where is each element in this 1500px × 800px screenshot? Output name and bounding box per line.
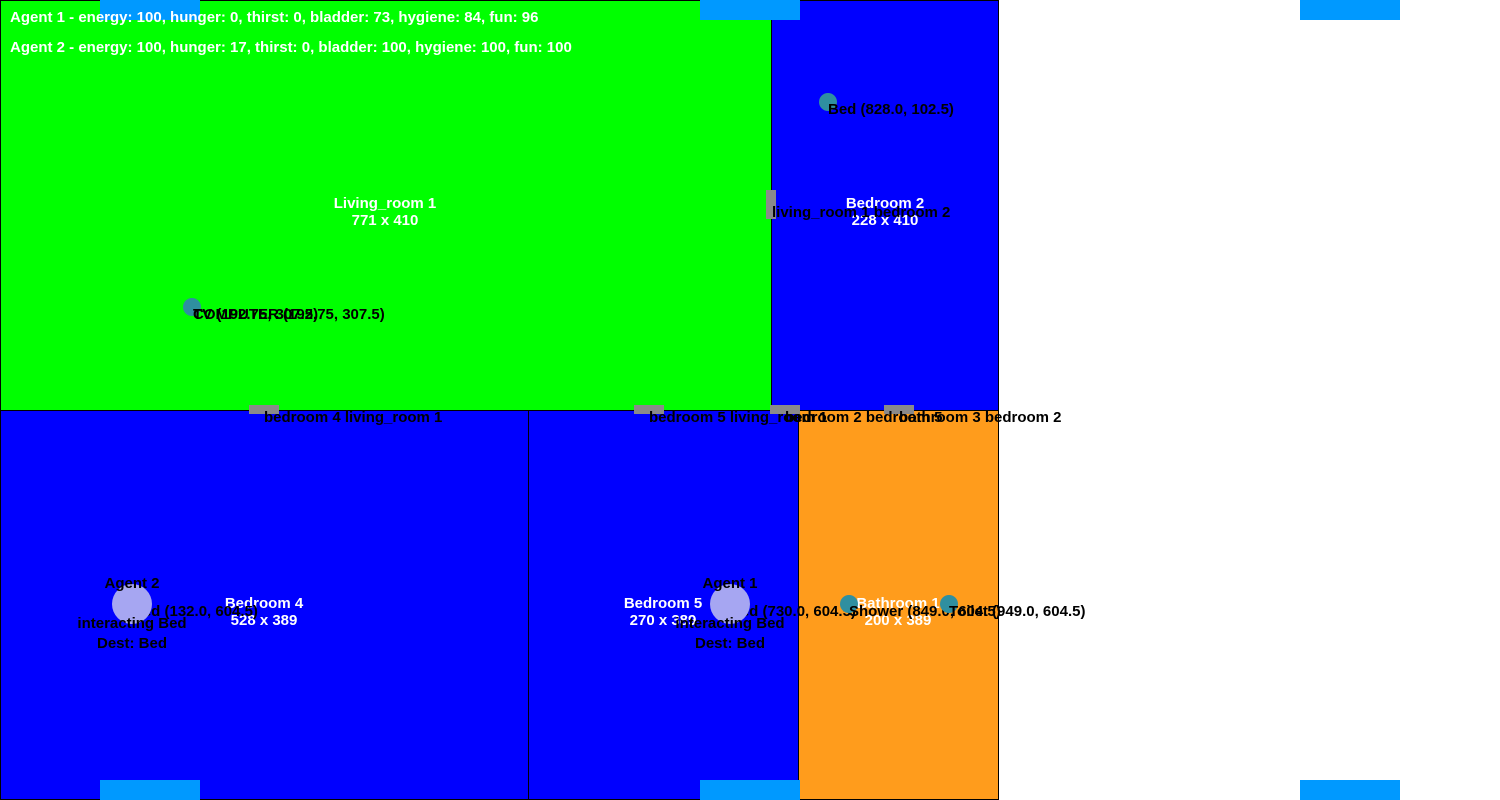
agent-2-status: Agent 2 - energy: 100, hunger: 17, thirs… [10,39,572,56]
door-bedroom-5-living-room [634,405,664,414]
agent-2-name: Agent 2 [104,575,160,592]
room-bedroom-5 [528,410,799,800]
object-label-bed-bedroom-5: Bed (730.0, 604.5) [730,603,856,620]
marker-bottom-3 [1300,780,1400,800]
bed-object-icon[interactable] [819,93,837,111]
object-label-toilet: Toilet (949.0, 604.5) [949,603,1086,620]
object-label-shower: Shower (849.0, 604.5) [849,603,1001,620]
room-label-bedroom-4: Bedroom 4 528 x 389 [224,595,304,629]
marker-top-2 [700,0,800,20]
object-label-tv: TV (192.75, 307.5) [193,306,319,323]
door-label-bedroom-2-bedroom-5: bedroom 2 bedroom 5 [785,409,943,426]
door-bedroom-2-bedroom-5 [770,405,800,414]
agent-1-name: Agent 1 [702,575,758,592]
agent-1-state: interacting Bed [675,615,785,632]
room-label-bedroom-5: Bedroom 5 270 x 389 [623,595,703,629]
marker-top-3 [1300,0,1400,20]
agent-2-state: interacting Bed [77,615,187,632]
room-living-room-1 [0,0,772,411]
object-label-bed-bedroom-4: Bed (132.0, 604.5) [132,603,258,620]
computer-object-icon[interactable] [183,298,201,316]
marker-bottom-1 [100,780,200,800]
door-bathroom-bedroom-2 [884,405,914,414]
door-label-bedroom-5-living-room: bedroom 5 living_room 1 [649,409,828,426]
door-label-living-room-bedroom-2: living_room 1 bedroom 2 [772,204,951,221]
marker-top-1 [100,0,200,20]
door-label-bathroom-bedroom-2: bathroom 3 bedroom 2 [899,409,1062,426]
room-bathroom-1 [798,410,999,800]
door-label-bedroom-4-living-room: bedroom 4 living_room 1 [264,409,443,426]
shower-object-icon[interactable] [840,595,858,613]
door-living-room-bedroom-2 [766,190,776,219]
door-bedroom-4-living-room [249,405,279,414]
room-bedroom-2 [771,0,999,411]
agent-1-icon[interactable] [710,584,750,624]
object-label-computer: COMPUTER (192.75, 307.5) [193,306,385,323]
marker-bottom-2 [700,780,800,800]
agent-2-dest: Dest: Bed [96,635,168,652]
agent-1-dest: Dest: Bed [694,635,766,652]
room-label-living-room-1: Living_room 1 771 x 410 [333,195,437,229]
agent-1-status: Agent 1 - energy: 100, hunger: 0, thirst… [10,9,539,26]
agent-2-icon[interactable] [112,584,152,624]
object-label-bed-bedroom-2: Bed (828.0, 102.5) [828,101,954,118]
room-label-bathroom-1: Bathroom 1 200 x 389 [856,595,940,629]
toilet-object-icon[interactable] [940,595,958,613]
room-label-bedroom-2: Bedroom 2 228 x 410 [845,195,925,229]
